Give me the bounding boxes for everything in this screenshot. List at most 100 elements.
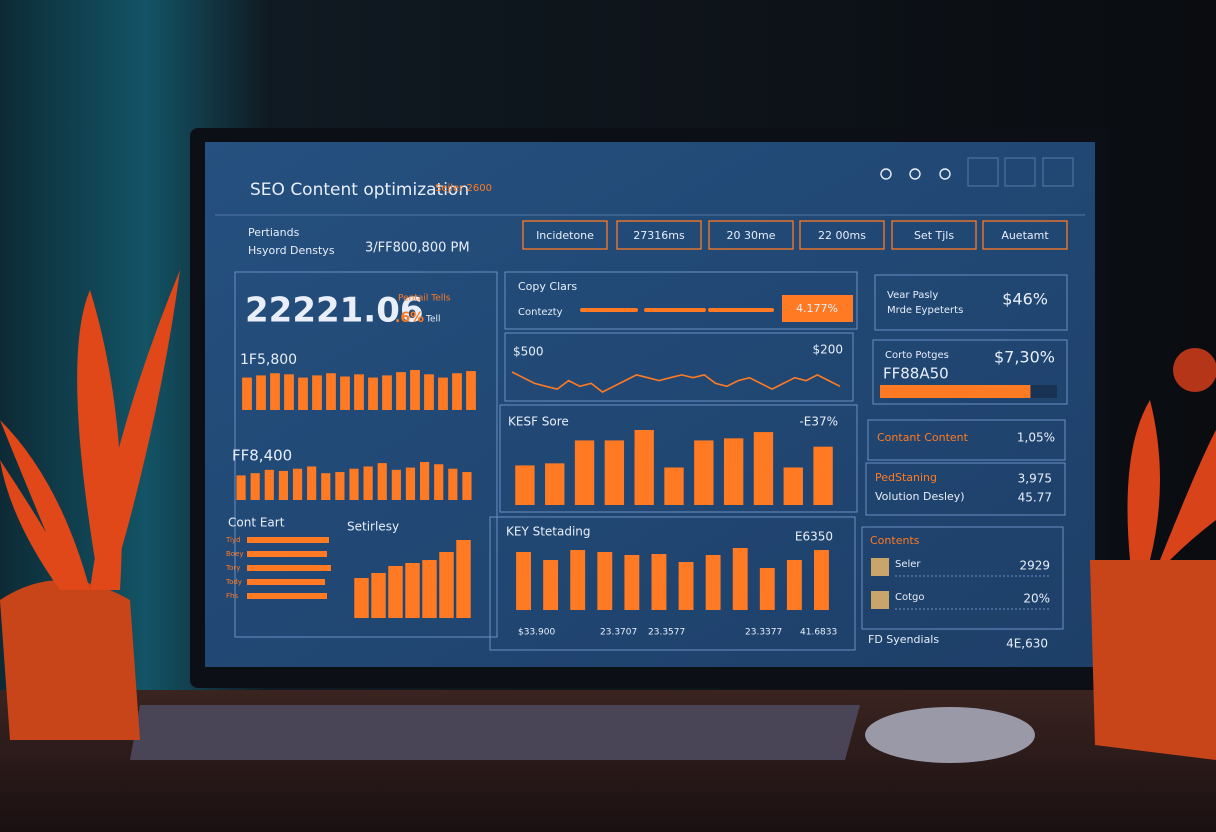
bar xyxy=(250,473,260,500)
card xyxy=(874,274,1068,331)
bar xyxy=(597,552,613,610)
value: 45.77 xyxy=(1018,491,1052,505)
bar xyxy=(236,475,246,500)
bar xyxy=(462,472,472,500)
label: Hsyord Denstys xyxy=(248,244,335,257)
progress-bar xyxy=(880,385,1031,398)
tab[interactable] xyxy=(616,220,702,250)
plant-left xyxy=(0,270,180,590)
bar xyxy=(354,578,369,618)
badge xyxy=(782,295,853,322)
mouse xyxy=(865,707,1035,763)
icon[interactable] xyxy=(939,168,951,180)
icon-button[interactable] xyxy=(1004,157,1036,187)
bar xyxy=(242,377,252,410)
bar xyxy=(814,550,829,610)
pot-left xyxy=(0,580,140,740)
tab[interactable] xyxy=(891,220,977,250)
bar xyxy=(382,375,392,410)
menu-button[interactable] xyxy=(1042,157,1074,187)
bar xyxy=(456,540,471,618)
bar xyxy=(368,377,378,410)
bar xyxy=(732,548,748,610)
bar xyxy=(624,555,640,610)
bar xyxy=(405,467,416,500)
bar xyxy=(410,370,420,410)
tab[interactable] xyxy=(799,220,885,250)
bar xyxy=(292,468,303,500)
bar xyxy=(424,374,434,410)
title: SEO Content optimization xyxy=(250,180,469,200)
chart-title: FF8,400 xyxy=(232,447,292,465)
axis-label: 23.3707 xyxy=(600,628,637,638)
footer-value: 4E,630 xyxy=(1006,637,1048,651)
axis-label: 23.3377 xyxy=(745,628,782,638)
panel xyxy=(234,271,498,638)
bar xyxy=(723,438,744,505)
big-number: 22221.06 xyxy=(245,291,424,331)
tab[interactable] xyxy=(708,220,794,250)
bar xyxy=(783,467,803,505)
value: $7,30% xyxy=(994,348,1055,367)
bar xyxy=(354,374,364,410)
pot-right xyxy=(1090,560,1216,760)
label: Copy Clars xyxy=(518,280,577,293)
subtitle: Sejler 2600 xyxy=(435,183,492,194)
hbar xyxy=(247,551,327,557)
tab[interactable] xyxy=(522,220,608,250)
bar xyxy=(264,469,274,500)
hbar xyxy=(247,579,325,585)
big-sub: Pentail Tells xyxy=(398,294,451,304)
bar xyxy=(515,465,535,505)
list-label: Tody xyxy=(225,578,242,586)
bar xyxy=(278,470,288,500)
bar xyxy=(298,377,308,410)
bar xyxy=(545,463,565,505)
label: Contents xyxy=(870,534,920,547)
label: Contant Content xyxy=(877,431,969,444)
bar xyxy=(434,464,444,500)
label: Volution Desley) xyxy=(875,490,965,503)
bar xyxy=(651,554,667,610)
value: 3,975 xyxy=(1018,472,1052,486)
bar xyxy=(405,563,420,618)
light xyxy=(1173,348,1216,392)
bar xyxy=(335,472,345,500)
bar xyxy=(448,468,458,500)
bar xyxy=(270,373,280,410)
tab-label: Set Tjls xyxy=(914,229,954,242)
panel xyxy=(489,516,856,651)
chart-value: E6350 xyxy=(795,530,833,544)
icon[interactable] xyxy=(909,168,921,180)
bar xyxy=(438,377,448,410)
panel xyxy=(504,271,858,330)
tab[interactable] xyxy=(982,220,1068,250)
icon[interactable] xyxy=(880,168,892,180)
axis-label: $33.900 xyxy=(518,628,555,638)
bar xyxy=(396,372,406,410)
bar xyxy=(388,566,403,618)
progress-segment xyxy=(644,308,706,312)
bar xyxy=(284,374,294,410)
item-icon xyxy=(871,591,889,609)
bar xyxy=(452,373,462,410)
bar xyxy=(466,371,476,410)
bar xyxy=(574,440,595,505)
bar xyxy=(694,440,714,505)
list-label: Fhs xyxy=(226,592,238,600)
axis-label: 23.3577 xyxy=(648,628,685,638)
footer-label: FD Syendials xyxy=(868,633,939,646)
icon-button[interactable] xyxy=(967,157,999,187)
progress-segment xyxy=(708,308,774,312)
label: PedStaning xyxy=(875,471,937,484)
chart-value: -E37% xyxy=(799,415,838,429)
bar xyxy=(307,466,317,500)
chart-title: 1F5,800 xyxy=(240,352,297,368)
label: Vear Pasly xyxy=(887,290,938,301)
bar xyxy=(604,440,625,505)
label: Mrde Eypeterts xyxy=(887,305,963,316)
tab-label: 22 00ms xyxy=(818,229,866,242)
label: $500 xyxy=(513,345,544,359)
label: Contezty xyxy=(518,307,563,318)
